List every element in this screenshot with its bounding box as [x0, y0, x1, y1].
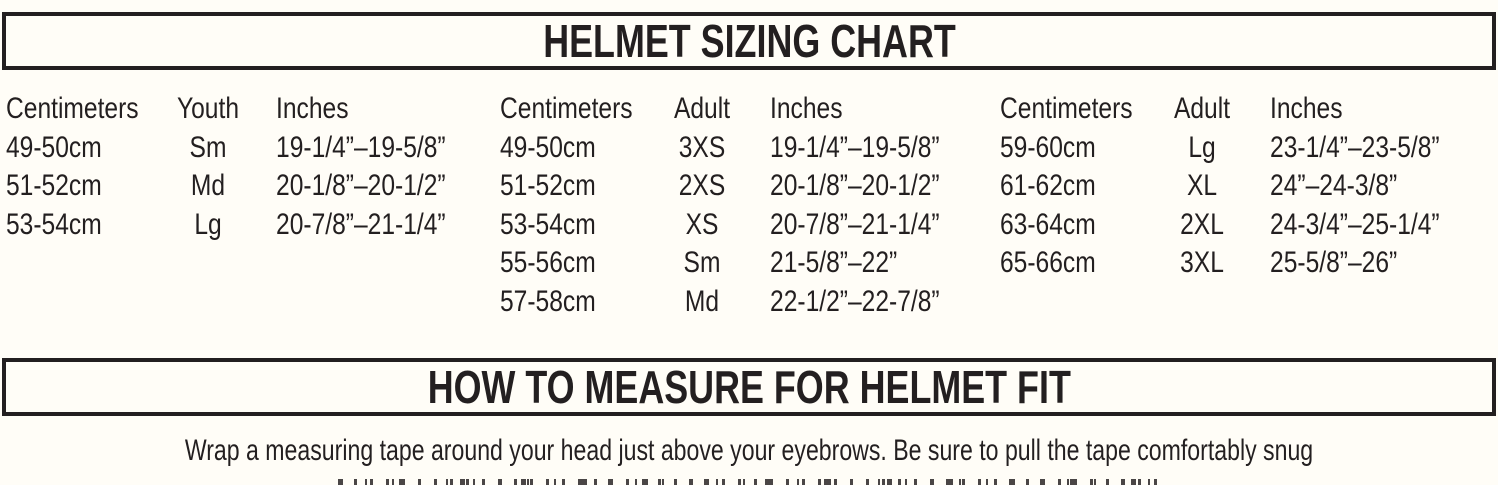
- measure-title-box: HOW TO MEASURE FOR HELMET FIT: [2, 358, 1496, 416]
- cell-size: Lg: [194, 207, 222, 241]
- cell-centimeters: 51-52cm: [6, 169, 102, 202]
- sizing-chart-title-box: HELMET SIZING CHART: [2, 12, 1496, 70]
- cell-centimeters: 65-66cm: [1000, 246, 1096, 279]
- cell-centimeters: 53-54cm: [6, 207, 102, 241]
- size-group-youth: Centimeters Youth Inches 49-50cm Sm 19-1…: [6, 90, 492, 244]
- cell-inches: 22-1/2”–22-7/8”: [770, 284, 940, 318]
- cell-inches: 23-1/4”–23-5/8”: [1270, 130, 1440, 164]
- measure-instruction-text: Wrap a measuring tape around your head j…: [184, 434, 1314, 467]
- cell-size: Sm: [189, 130, 227, 164]
- column-header-youth: Youth: [176, 92, 240, 125]
- cell-centimeters: 57-58cm: [500, 284, 596, 318]
- cell-inches: 20-7/8”–21-1/4”: [276, 207, 446, 241]
- cell-centimeters: 51-52cm: [500, 169, 596, 202]
- cell-size: 3XL: [1180, 246, 1224, 279]
- cell-size: Md: [190, 169, 226, 202]
- helmet-sizing-table: Centimeters Youth Inches 49-50cm Sm 19-1…: [6, 90, 1492, 325]
- cell-size: XS: [685, 207, 719, 241]
- measure-section-title: HOW TO MEASURE FOR HELMET FIT: [427, 361, 1071, 413]
- cell-size: Lg: [1188, 130, 1216, 164]
- cell-centimeters: 63-64cm: [1000, 207, 1096, 241]
- column-header-inches: Inches: [770, 92, 843, 125]
- cell-size: 2XL: [1180, 207, 1224, 241]
- cell-inches: 20-1/8”–20-1/2”: [276, 169, 446, 202]
- cell-size: Md: [684, 284, 720, 318]
- size-group-adult-small: Centimeters Adult Inches 49-50cm 3XS 19-…: [500, 90, 986, 321]
- column-header-adult: Adult: [673, 92, 731, 125]
- cell-size: Sm: [683, 246, 721, 279]
- cell-centimeters: 59-60cm: [1000, 130, 1096, 164]
- cell-inches: 24”–24-3/8”: [1270, 169, 1398, 202]
- column-header-inches: Inches: [1270, 92, 1343, 125]
- cell-centimeters: 49-50cm: [500, 130, 596, 164]
- cell-size: XL: [1186, 169, 1218, 202]
- cropped-text-line: [338, 479, 1160, 485]
- column-header-centimeters: Centimeters: [1000, 92, 1133, 125]
- column-header-centimeters: Centimeters: [500, 92, 633, 125]
- cell-size: 3XS: [678, 130, 726, 164]
- column-header-inches: Inches: [276, 92, 349, 125]
- cell-centimeters: 53-54cm: [500, 207, 596, 241]
- column-header-adult: Adult: [1173, 92, 1231, 125]
- size-group-adult-large: Centimeters Adult Inches 59-60cm Lg 23-1…: [1000, 90, 1486, 283]
- cell-inches: 25-5/8”–26”: [1270, 246, 1398, 279]
- page-title: HELMET SIZING CHART: [542, 15, 956, 67]
- cell-size: 2XS: [678, 169, 726, 202]
- cell-inches: 24-3/4”–25-1/4”: [1270, 207, 1440, 241]
- cell-centimeters: 55-56cm: [500, 246, 596, 279]
- cell-inches: 21-5/8”–22”: [770, 246, 898, 279]
- cell-inches: 20-1/8”–20-1/2”: [770, 169, 940, 202]
- column-header-centimeters: Centimeters: [6, 92, 139, 125]
- cell-inches: 19-1/4”–19-5/8”: [276, 130, 446, 164]
- cell-inches: 20-7/8”–21-1/4”: [770, 207, 940, 241]
- cell-inches: 19-1/4”–19-5/8”: [770, 130, 940, 164]
- cell-centimeters: 61-62cm: [1000, 169, 1096, 202]
- cell-centimeters: 49-50cm: [6, 130, 102, 164]
